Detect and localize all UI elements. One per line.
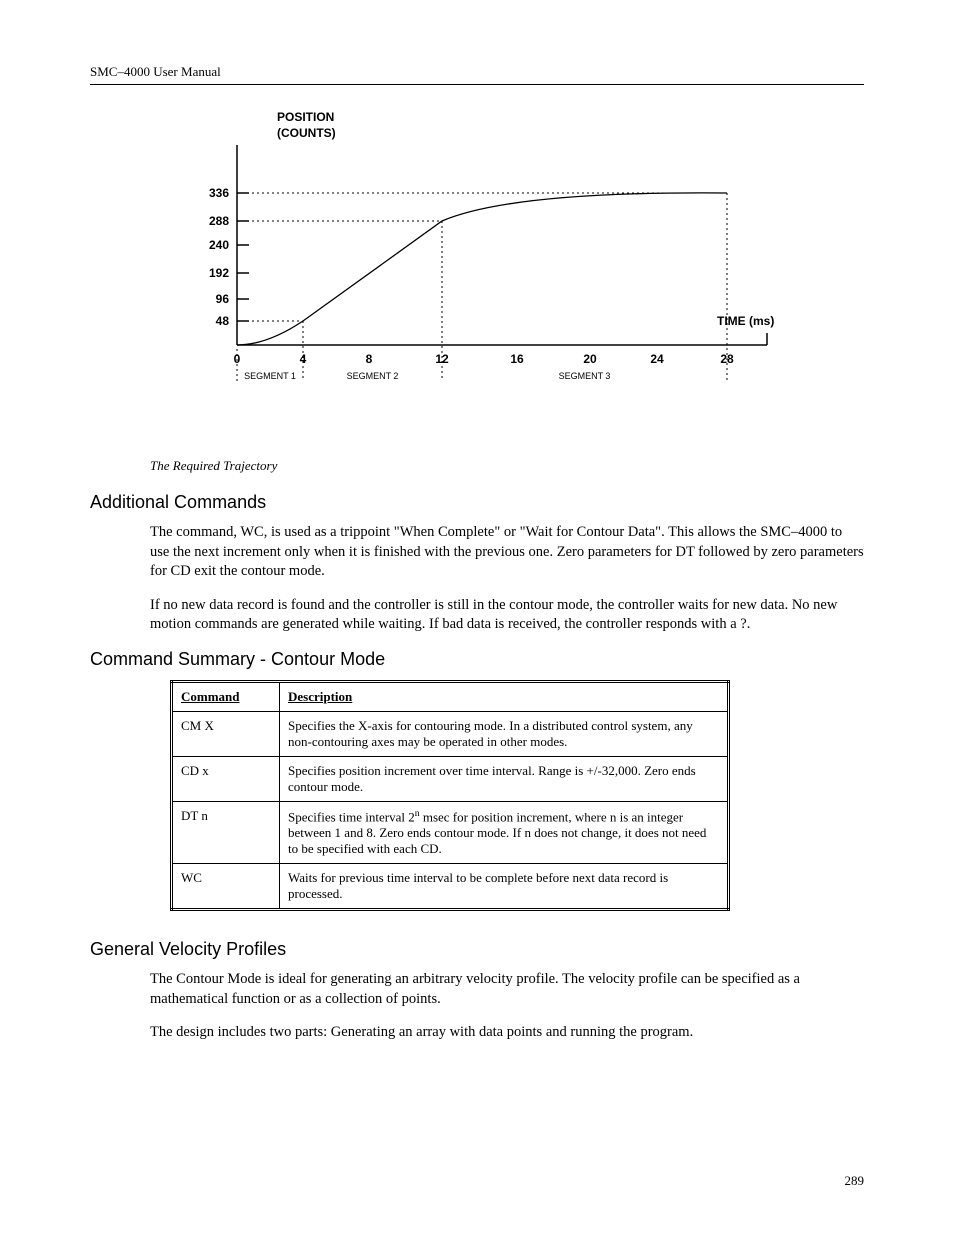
svg-text:20: 20 (583, 352, 597, 366)
table-cell-command: DT n (172, 801, 280, 863)
table-cell-command: WC (172, 864, 280, 910)
page-container: SMC–4000 User Manual POSITION (COUNTS) 336… (0, 0, 954, 1235)
svg-text:288: 288 (209, 214, 229, 228)
table-row: WCWaits for previous time interval to be… (172, 864, 729, 910)
command-summary-table: Command Description CM XSpecifies the X-… (170, 680, 730, 911)
svg-text:8: 8 (366, 352, 373, 366)
page-number: 289 (845, 1173, 865, 1189)
svg-text:4: 4 (300, 352, 307, 366)
svg-text:192: 192 (209, 266, 229, 280)
table-row: CM XSpecifies the X-axis for contouring … (172, 711, 729, 756)
section-heading-velocity: General Velocity Profiles (90, 939, 864, 960)
table-cell-command: CM X (172, 711, 280, 756)
table-header-command: Command (172, 681, 280, 711)
table-row: CD xSpecifies position increment over ti… (172, 756, 729, 801)
svg-text:12: 12 (435, 352, 449, 366)
body-paragraph: The command, WC, is used as a trippoint … (150, 523, 864, 582)
svg-text:SEGMENT 1: SEGMENT 1 (244, 371, 296, 381)
table-header-row: Command Description (172, 681, 729, 711)
table-cell-description: Specifies the X-axis for contouring mode… (280, 711, 729, 756)
svg-text:(COUNTS): (COUNTS) (277, 126, 336, 140)
body-paragraph: The Contour Mode is ideal for generating… (150, 970, 864, 1009)
table-row: DT nSpecifies time interval 2n msec for … (172, 801, 729, 863)
table-cell-description: Waits for previous time interval to be c… (280, 864, 729, 910)
table-cell-description: Specifies time interval 2n msec for posi… (280, 801, 729, 863)
svg-text:POSITION: POSITION (277, 110, 334, 124)
body-paragraph: If no new data record is found and the c… (150, 596, 864, 635)
table-cell-command: CD x (172, 756, 280, 801)
svg-text:96: 96 (216, 292, 230, 306)
body-paragraph: The design includes two parts: Generatin… (150, 1023, 864, 1043)
section-heading-additional: Additional Commands (90, 492, 864, 513)
section-heading-summary: Command Summary - Contour Mode (90, 649, 864, 670)
svg-text:SEGMENT 2: SEGMENT 2 (347, 371, 399, 381)
chart-caption: The Required Trajectory (150, 458, 864, 474)
table-header-description: Description (280, 681, 729, 711)
page-header: SMC–4000 User Manual (90, 64, 864, 85)
table-cell-description: Specifies position increment over time i… (280, 756, 729, 801)
trajectory-chart: POSITION(COUNTS)336288240192964804812162… (167, 105, 787, 440)
svg-text:240: 240 (209, 238, 229, 252)
svg-text:TIME (ms): TIME (ms) (717, 314, 774, 328)
svg-text:16: 16 (510, 352, 524, 366)
svg-text:48: 48 (216, 314, 230, 328)
svg-text:336: 336 (209, 186, 229, 200)
chart-svg: POSITION(COUNTS)336288240192964804812162… (167, 105, 787, 435)
svg-text:SEGMENT 3: SEGMENT 3 (559, 371, 611, 381)
svg-text:24: 24 (650, 352, 664, 366)
